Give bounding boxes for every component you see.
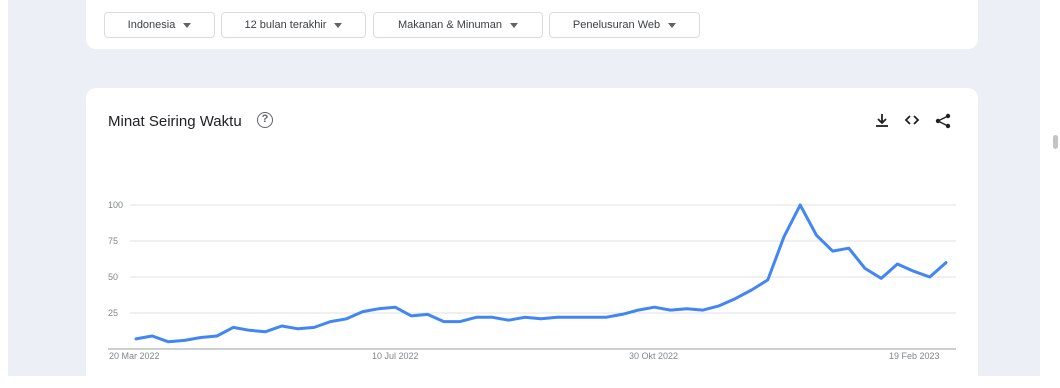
page-left-margin	[0, 0, 8, 376]
region-filter-label: Indonesia	[127, 19, 176, 31]
x-tick-label: 30 Okt 2022	[629, 351, 679, 361]
share-icon[interactable]	[935, 113, 951, 129]
chevron-down-icon	[668, 22, 677, 28]
y-tick-label: 100	[108, 200, 124, 210]
chevron-down-icon	[509, 22, 518, 28]
download-icon[interactable]	[875, 113, 889, 129]
help-icon[interactable]: ?	[257, 112, 273, 128]
time-range-filter-label: 12 bulan terakhir	[244, 19, 327, 31]
category-filter[interactable]: Makanan & Minuman	[373, 12, 543, 38]
embed-code-icon[interactable]	[904, 113, 920, 127]
region-filter[interactable]: Indonesia	[104, 12, 215, 38]
y-tick-label: 75	[108, 236, 119, 246]
time-range-filter[interactable]: 12 bulan terakhir	[221, 12, 366, 38]
x-tick-label: 19 Feb 2023	[889, 351, 940, 361]
y-tick-label: 25	[108, 308, 119, 318]
card-title: Minat Seiring Waktu	[108, 113, 242, 130]
x-tick-label: 10 Jul 2022	[372, 351, 419, 361]
interest-over-time-card	[86, 88, 978, 388]
chevron-down-icon	[183, 22, 192, 28]
search-type-filter[interactable]: Penelusuran Web	[549, 12, 700, 38]
scroll-track[interactable]	[1040, 0, 1060, 376]
category-filter-label: Makanan & Minuman	[398, 19, 502, 31]
series-line[interactable]	[134, 203, 948, 344]
scrollbar-thumb[interactable]	[1053, 135, 1058, 149]
y-tick-label: 50	[108, 272, 119, 282]
interest-line-chart	[108, 203, 956, 350]
chevron-down-icon	[334, 22, 343, 28]
search-type-filter-label: Penelusuran Web	[572, 19, 661, 31]
x-tick-label: 20 Mar 2022	[109, 351, 160, 361]
